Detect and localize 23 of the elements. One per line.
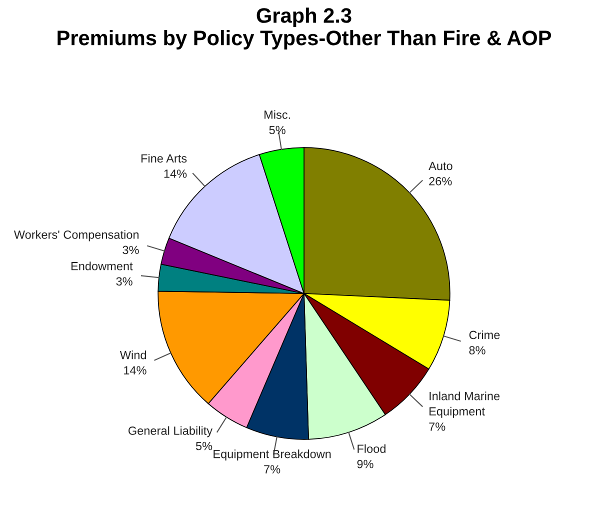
slice-label: Wind	[120, 350, 146, 360]
slice-label: Workers' Compensation	[14, 230, 139, 242]
data-label: 3%	[116, 277, 132, 286]
slice-label: Endowment	[71, 262, 133, 270]
slice-label: General Liability	[128, 426, 213, 438]
slice-label: Crime	[469, 330, 500, 340]
data-label: 14%	[124, 366, 146, 374]
data-label: 5%	[269, 126, 286, 134]
data-label: 26%	[429, 177, 452, 186]
slice-label: Flood	[358, 444, 386, 453]
data-label: 3%	[122, 246, 139, 254]
data-label: 9%	[357, 460, 374, 468]
data-label: 7%	[429, 422, 446, 431]
slice-label: Equipment Breakdown	[214, 450, 331, 461]
slice-label: Inland Marine Equipment	[430, 392, 500, 418]
slice-label: Misc.	[264, 110, 290, 119]
data-label: 5%	[196, 442, 212, 450]
chart-title: Graph 2.3 Premiums by Policy Types-Other Than Fire & AOP	[58, 8, 552, 50]
data-label: 7%	[264, 465, 280, 474]
data-label: 14%	[164, 170, 187, 178]
slice-label: Fine Arts	[141, 154, 187, 163]
data-label: 8%	[469, 346, 486, 354]
slice-label: Auto	[428, 162, 452, 170]
